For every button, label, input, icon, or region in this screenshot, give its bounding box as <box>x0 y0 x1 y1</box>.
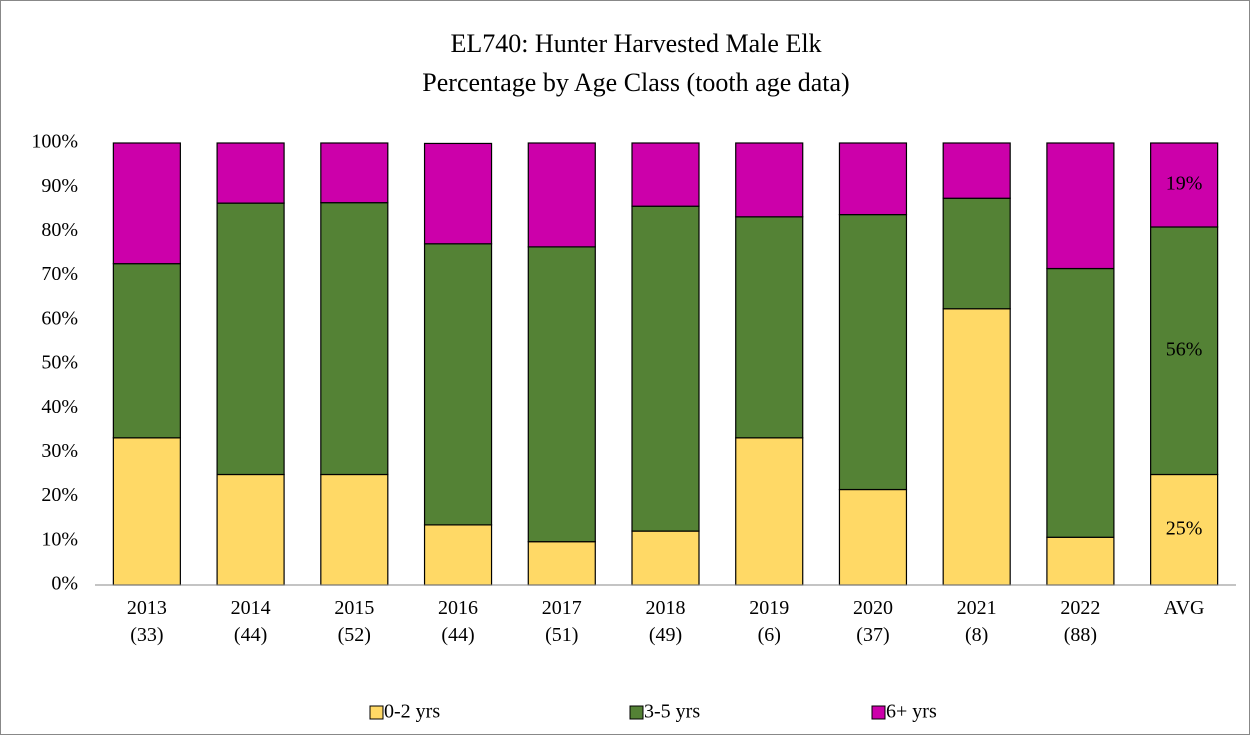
bar-segment <box>1150 226 1219 476</box>
x-tick-label: 2016 (44) <box>438 597 478 646</box>
bar-segment <box>1150 142 1219 228</box>
x-tick-label-line: (44) <box>441 624 474 646</box>
bar-segment <box>112 142 181 265</box>
x-tick-label-line: 2018 <box>646 597 686 619</box>
bar-segment <box>942 142 1011 199</box>
bar-segment <box>838 488 908 586</box>
y-tick-label: 50% <box>41 352 78 374</box>
data-label: 56% <box>1166 338 1203 360</box>
x-tick-label: 2015 (52) <box>334 597 374 646</box>
bar-segment <box>216 142 285 204</box>
bar-segment <box>631 530 700 586</box>
y-tick-label: 20% <box>41 484 78 506</box>
legend-swatch <box>871 705 886 720</box>
x-tick-label-line: (33) <box>130 624 163 646</box>
bar-segment <box>423 243 493 526</box>
bar-segment <box>320 142 389 204</box>
x-tick-label-line: 2015 <box>334 597 374 619</box>
x-tick-label: 2019 (6) <box>749 597 789 646</box>
x-tick-label-line: 2021 <box>957 597 997 619</box>
legend-label: 6+ yrs <box>886 701 937 723</box>
x-tick-label-line: 2022 <box>1060 597 1100 619</box>
bar-segment <box>423 524 493 586</box>
bar-segment <box>527 246 596 543</box>
bar-segment <box>112 263 181 439</box>
bar-segment <box>320 473 389 586</box>
y-tick-label: 30% <box>41 440 78 462</box>
x-tick-label-line: 2016 <box>438 597 478 619</box>
bar-segment <box>320 202 389 476</box>
x-tick-label-line: (49) <box>649 624 682 646</box>
bar-segment <box>423 142 493 245</box>
bar-segment <box>942 197 1011 310</box>
bar-segment <box>631 205 700 532</box>
data-label: 25% <box>1166 517 1203 539</box>
bar-segment <box>1046 267 1115 538</box>
x-tick-label-line: (8) <box>965 624 988 646</box>
bar-segment <box>838 142 908 216</box>
bar-segment <box>838 214 908 491</box>
bar-segment <box>1046 536 1115 586</box>
chart-subtitle: Percentage by Age Class (tooth age data) <box>422 68 849 97</box>
x-tick-label-line: (88) <box>1064 624 1097 646</box>
x-tick-label-line: (51) <box>545 624 578 646</box>
chart-title: EL740: Hunter Harvested Male Elk <box>450 29 821 58</box>
x-tick-label-line: 2019 <box>749 597 789 619</box>
legend-label: 3-5 yrs <box>644 701 700 723</box>
legend-swatch <box>369 705 384 720</box>
legend-swatch <box>629 705 644 720</box>
bar-segment <box>112 437 181 586</box>
y-tick-label: 70% <box>41 263 78 285</box>
x-tick-label-line: 2014 <box>231 597 271 619</box>
y-tick-label: 100% <box>31 131 78 153</box>
bar-segment <box>735 142 804 218</box>
x-tick-label-line: (37) <box>856 624 889 646</box>
x-tick-label: 2018 (49) <box>646 597 686 646</box>
x-tick-label-line: AVG <box>1164 597 1205 619</box>
x-tick-label-line: 2020 <box>853 597 893 619</box>
y-tick-label: 10% <box>41 528 78 550</box>
bar-segment <box>735 216 804 439</box>
x-tick-label: 2017 (51) <box>542 597 582 646</box>
x-tick-label: 2022 (88) <box>1060 597 1100 646</box>
bar-segment <box>216 202 285 476</box>
data-label: 19% <box>1166 173 1203 195</box>
x-tick-label-line: (52) <box>338 624 371 646</box>
x-tick-label: 2014 (44) <box>231 597 271 646</box>
y-tick-label: 80% <box>41 219 78 241</box>
bar-segment <box>631 142 700 207</box>
y-tick-label: 90% <box>41 175 78 197</box>
bar-segment <box>527 541 596 586</box>
x-tick-label-line: (6) <box>758 624 781 646</box>
legend-label: 0-2 yrs <box>384 701 440 723</box>
bar-segment <box>942 308 1011 586</box>
bar-segment <box>216 473 285 586</box>
x-tick-label-line: (44) <box>234 624 267 646</box>
x-tick-label-line: 2013 <box>127 597 167 619</box>
x-tick-label: 2020 (37) <box>853 597 893 646</box>
y-tick-label: 0% <box>51 573 78 595</box>
y-tick-label: 60% <box>41 307 78 329</box>
y-tick-label: 40% <box>41 396 78 418</box>
x-tick-label: 2013 (33) <box>127 597 167 646</box>
x-tick-label: AVG <box>1164 597 1205 619</box>
bar-segment <box>527 142 596 248</box>
x-tick-label: 2021 (8) <box>957 597 997 646</box>
bar-segment <box>735 437 804 586</box>
bar-segment <box>1046 142 1115 270</box>
x-tick-label-line: 2017 <box>542 597 582 619</box>
bar-segment <box>1150 473 1219 586</box>
